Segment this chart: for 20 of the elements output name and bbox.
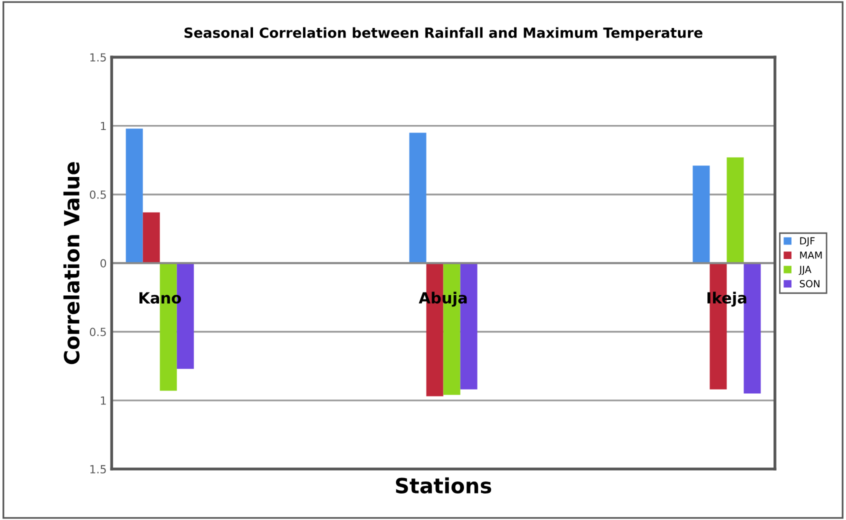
legend-label: SON [800, 280, 820, 288]
bar [126, 128, 143, 264]
y-tick-label: 1.5 [90, 465, 106, 474]
bar [726, 157, 744, 264]
bar [409, 132, 426, 264]
y-tick-label: 1 [100, 122, 106, 130]
y-tick-label: 1.5 [90, 53, 106, 62]
y-axis-title: Correlation Value [63, 162, 80, 364]
y-tick-label: 0.5 [90, 190, 106, 199]
bar [142, 212, 160, 264]
y-tick-label: 1 [100, 396, 106, 405]
legend-label: JJA [798, 266, 812, 275]
x-tick-label: Abuja [418, 292, 467, 307]
x-axis-title: Stations [396, 477, 492, 494]
legend-label: DJF [800, 237, 815, 246]
y-tick-label: 0 [100, 259, 106, 268]
y-tick-label: 0.5 [90, 328, 106, 336]
legend-label: MAM [800, 252, 822, 259]
chart-title: Seasonal Correlation between Rainfall and Maximum Temperature [184, 27, 702, 41]
bar [692, 166, 710, 264]
